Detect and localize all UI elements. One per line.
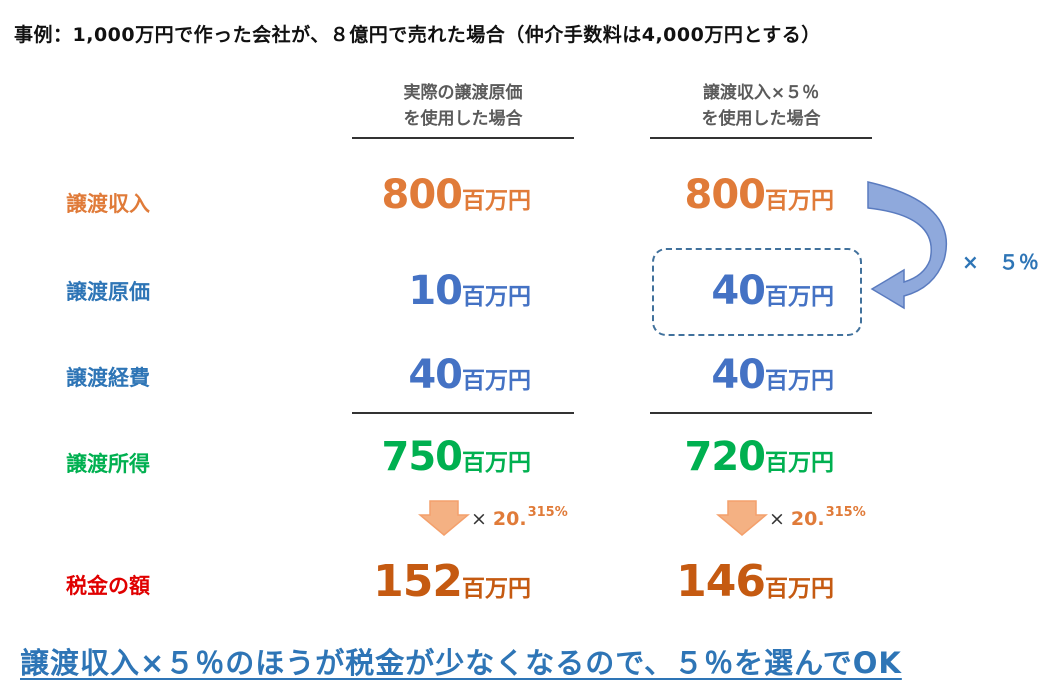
value-cost-estimated: 40百万円 [711,268,834,314]
value-income-estimated: 720百万円 [685,434,835,480]
value-number: 10 [408,268,463,314]
down-arrow-icon [716,500,768,536]
value-number: 800 [381,172,463,218]
multiplier-label: × ５％ [962,250,1039,274]
value-unit: 百万円 [765,576,834,602]
value-revenue-actual: 800百万円 [382,172,532,218]
value-unit: 百万円 [462,284,531,310]
value-number: 40 [408,352,463,398]
column-header-estimated-line1: 譲渡収入×５％ [702,83,820,103]
value-unit: 百万円 [462,368,531,394]
sum-divider-actual [352,412,574,414]
value-unit: 百万円 [765,188,834,214]
conclusion-text: 譲渡収入×５％のほうが税金が少なくなるので、５％を選んでOK [20,646,902,680]
sum-divider-estimated [650,412,872,414]
row-label-income: 譲渡所得 [66,452,150,476]
rate-times: × [769,508,785,530]
row-label-tax: 税金の額 [66,574,150,598]
value-expenses-actual: 40百万円 [408,352,531,398]
row-label-cost: 譲渡原価 [66,280,150,304]
value-unit: 百万円 [462,576,531,602]
tax-rate-estimated: × 20.315% [769,505,866,530]
value-cost-actual: 10百万円 [408,268,531,314]
down-arrow-icon [418,500,470,536]
value-number: 40 [711,352,766,398]
highlight-box [652,248,862,336]
rate-fraction: 315% [527,505,568,520]
value-expenses-estimated: 40百万円 [711,352,834,398]
value-number: 750 [381,434,463,480]
curved-arrow-icon [867,181,948,310]
header-divider-actual [352,137,574,139]
value-revenue-estimated: 800百万円 [685,172,835,218]
value-unit: 百万円 [462,188,531,214]
page-title: 事例：1,000万円で作った会社が、８億円で売れた場合（仲介手数料は4,000万… [14,24,821,46]
value-unit: 百万円 [462,450,531,476]
value-number: 800 [684,172,766,218]
value-tax-actual: 152百万円 [373,556,531,607]
rate-fraction: 315% [825,505,866,520]
value-unit: 百万円 [765,450,834,476]
column-header-estimated-line2: を使用した場合 [701,109,821,129]
rate-base: 20. [790,508,825,530]
value-number: 40 [711,268,766,314]
value-unit: 百万円 [765,368,834,394]
rate-base: 20. [492,508,527,530]
value-unit: 百万円 [765,284,834,310]
header-divider-estimated [650,137,872,139]
row-label-revenue: 譲渡収入 [66,192,150,216]
column-header-actual-line2: を使用した場合 [403,109,523,129]
value-tax-estimated: 146百万円 [676,556,834,607]
value-income-actual: 750百万円 [382,434,532,480]
tax-rate-actual: × 20.315% [471,505,568,530]
value-number: 720 [684,434,766,480]
row-label-expenses: 譲渡経費 [66,366,150,390]
column-header-actual: 実際の譲渡原価 を使用した場合 [352,80,574,132]
rate-times: × [471,508,487,530]
column-header-actual-line1: 実際の譲渡原価 [403,83,523,103]
value-number: 152 [373,556,463,607]
column-header-estimated: 譲渡収入×５％ を使用した場合 [650,80,872,132]
value-number: 146 [676,556,766,607]
